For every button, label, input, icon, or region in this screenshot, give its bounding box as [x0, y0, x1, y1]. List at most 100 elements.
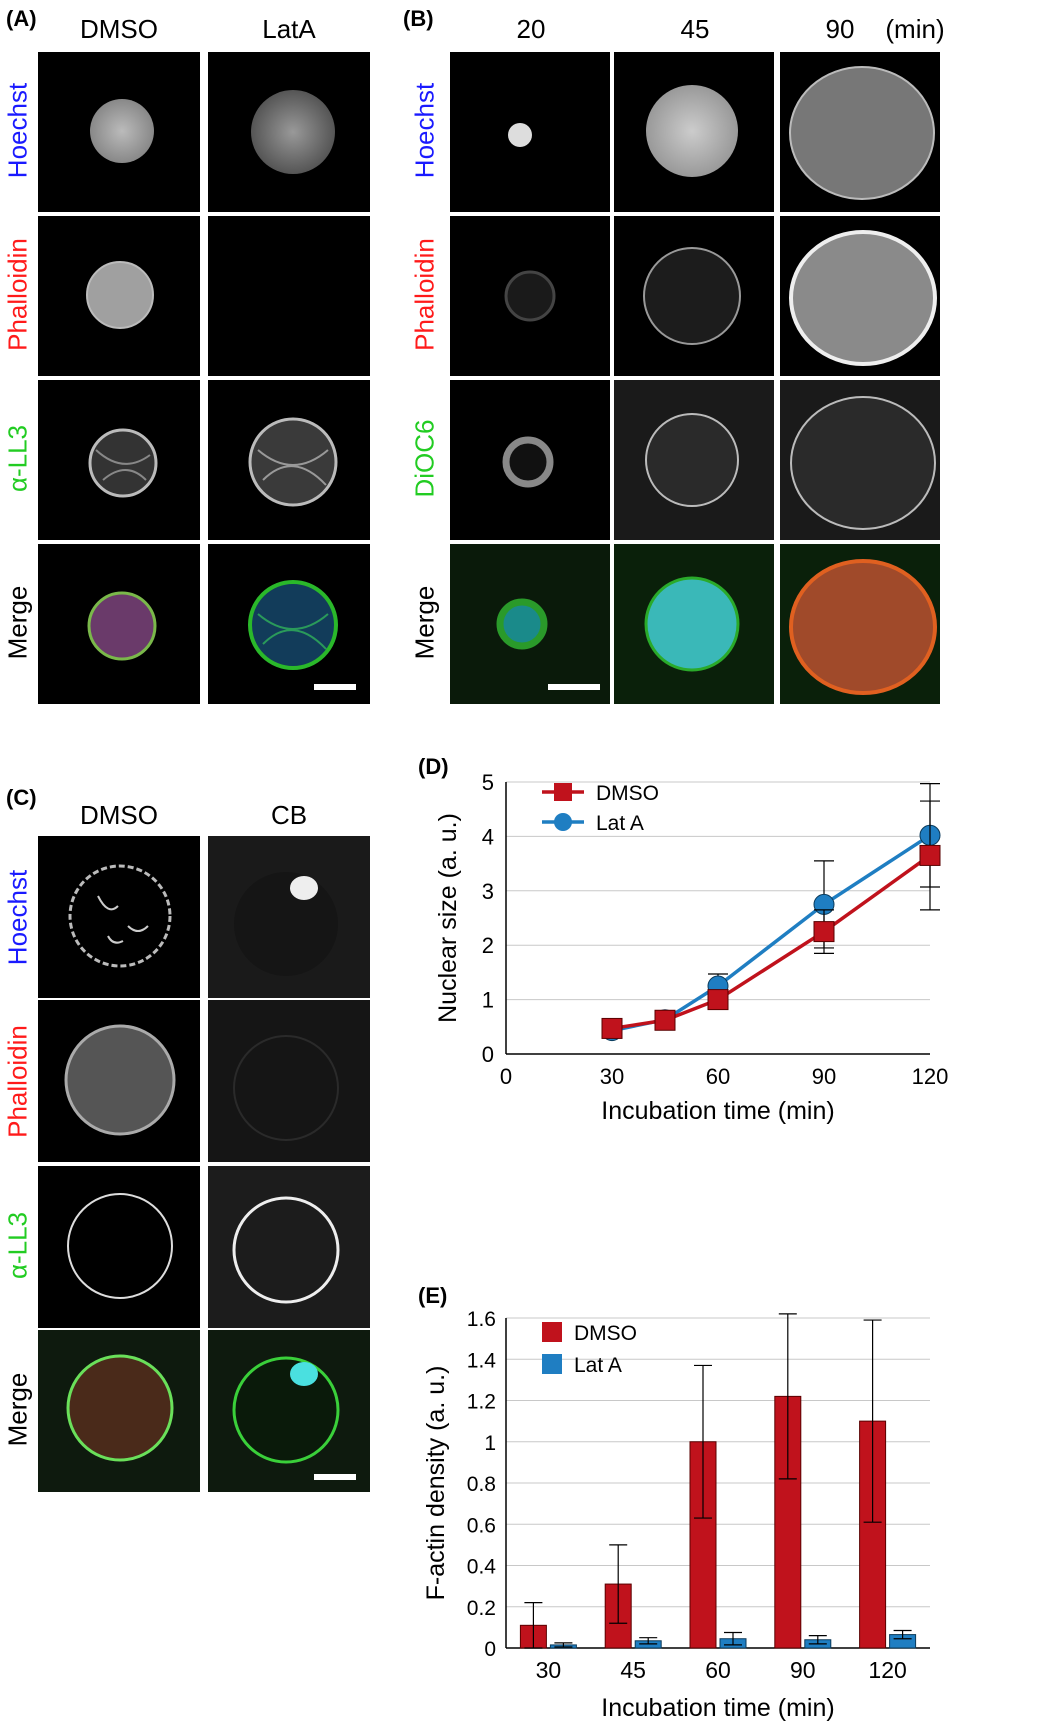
panel-a-row-ll3: α-LL3: [2, 424, 33, 493]
micrograph-a-dmso-merge: [38, 544, 200, 704]
x-tick-label: 45: [620, 1657, 646, 1683]
panel-b-col-90: 90: [825, 14, 855, 44]
micrograph-c-cb-hoechst: [208, 836, 370, 998]
legend-label: DMSO: [574, 1322, 637, 1345]
panel-c-row-hoechst: Hoechst: [2, 869, 33, 966]
micrograph-b-20-phalloidin: [450, 216, 610, 376]
x-tick-label: 120: [868, 1657, 906, 1683]
panel-a-label: (A): [6, 6, 37, 31]
x-tick-label: 0: [500, 1064, 512, 1089]
panel-a-row-hoechst: Hoechst: [2, 82, 33, 179]
y-tick-label: 0.4: [467, 1556, 497, 1579]
micrograph-c-cb-ll3: [208, 1166, 370, 1328]
y-tick-label: 4: [482, 824, 494, 849]
scale-bar: [314, 1474, 356, 1480]
y-tick-label: 0: [484, 1638, 496, 1661]
data-point: [919, 844, 941, 866]
y-tick-label: 1.4: [467, 1349, 497, 1372]
y-tick-label: 1.2: [467, 1391, 496, 1414]
x-tick-label: 60: [706, 1064, 730, 1089]
y-tick-label: 0.2: [467, 1597, 496, 1620]
x-tick-label: 90: [790, 1657, 816, 1683]
y-axis-title: Nuclear size (a. u.): [434, 813, 462, 1023]
panel-b-label: (B): [403, 6, 434, 31]
y-tick-label: 0.6: [467, 1514, 496, 1537]
micrograph-b-45-merge: [614, 544, 774, 704]
micrograph-b-90-hoechst: [780, 52, 940, 212]
micrograph-b-90-dioc6: [780, 380, 940, 540]
x-tick-label: 120: [912, 1064, 949, 1089]
panel-d-label: (D): [418, 754, 449, 779]
micrograph-b-90-merge: [780, 544, 940, 704]
micrograph-c-dmso-hoechst: [38, 836, 200, 998]
bar-dmso: [689, 1441, 717, 1649]
panel-c-row-merge: Merge: [2, 1372, 33, 1447]
y-tick-label: 1.6: [467, 1308, 496, 1331]
micrograph-b-20-hoechst: [450, 52, 610, 212]
panel-b-row-hoechst: Hoechst: [409, 82, 440, 179]
data-point: [601, 1017, 623, 1039]
x-tick-label: 60: [705, 1657, 731, 1683]
x-tick-label: 90: [812, 1064, 836, 1089]
nuclear-size-line-chart: 0 1 2 3 4 5 0 30 60 90 120 Incubation time (min) Nuc…: [434, 770, 949, 1125]
panel-c-col-dmso: DMSO: [80, 800, 158, 830]
micrograph-a-dmso-phalloidin: [38, 216, 200, 376]
y-tick-label: 0: [482, 1042, 494, 1067]
legend-marker: [554, 783, 572, 801]
micrograph-c-dmso-ll3: [38, 1166, 200, 1328]
panel-a-row-merge: Merge: [2, 585, 33, 660]
micrograph-b-90-phalloidin: [780, 216, 940, 376]
x-axis-title: Incubation time (min): [601, 1694, 834, 1722]
y-tick-label: 2: [482, 933, 494, 958]
micrograph-b-20-merge: [450, 544, 610, 704]
legend-marker: [542, 1354, 562, 1374]
legend-label: Lat A: [596, 812, 644, 835]
micrograph-a-dmso-hoechst: [38, 52, 200, 212]
y-axis-title: F-actin density (a. u.): [422, 1366, 450, 1601]
panel-c-row-phalloidin: Phalloidin: [2, 1025, 33, 1138]
panel-c-col-cb: CB: [270, 800, 308, 830]
micrograph-c-cb-phalloidin: [208, 1000, 370, 1162]
panel-b-unit: (min): [885, 14, 945, 44]
panel-b-row-phalloidin: Phalloidin: [409, 238, 440, 351]
y-tick-label: 0.8: [467, 1473, 496, 1496]
panel-a-col-dmso: DMSO: [80, 14, 158, 44]
panel-c-row-ll3: α-LL3: [2, 1211, 33, 1280]
panel-e-label: (E): [418, 1283, 448, 1308]
panel-b-col-45: 45: [680, 14, 710, 44]
micrograph-c-cb-merge: [208, 1330, 370, 1492]
y-tick-label: 1: [484, 1432, 496, 1455]
data-point: [707, 989, 729, 1011]
micrograph-b-45-phalloidin: [614, 216, 774, 376]
micrograph-c-dmso-phalloidin: [38, 1000, 200, 1162]
panel-c-label: (C): [6, 785, 37, 810]
x-tick-label: 30: [536, 1657, 562, 1683]
micrograph-c-dmso-merge: [38, 1330, 200, 1492]
legend-label: Lat A: [574, 1354, 622, 1377]
micrograph-b-20-dioc6: [450, 380, 610, 540]
micrograph-b-45-hoechst: [614, 52, 774, 212]
panel-a-row-phalloidin: Phalloidin: [2, 238, 33, 351]
y-tick-label: 3: [482, 879, 494, 904]
y-tick-label: 1: [482, 988, 494, 1013]
panel-a-col-lata: LatA: [262, 14, 316, 44]
micrograph-a-lata-hoechst: [208, 52, 370, 212]
micrograph-a-lata-merge: [208, 544, 370, 704]
data-point: [654, 1009, 676, 1031]
x-axis-title: Incubation time (min): [601, 1097, 834, 1125]
micrograph-a-lata-ll3: [208, 380, 370, 540]
data-point: [813, 921, 835, 943]
micrograph-a-lata-phalloidin: [208, 216, 370, 376]
micrograph-a-dmso-ll3: [38, 380, 200, 540]
panel-b-col-20: 20: [516, 14, 546, 44]
x-tick-label: 30: [600, 1064, 624, 1089]
legend-label: DMSO: [596, 782, 659, 805]
scale-bar: [548, 684, 600, 690]
factin-density-bar-chart: 0 0.2 0.4 0.6 0.8 1 1.2 1.4 1.6 30 45 60 90 120 Incuba…: [422, 1308, 930, 1722]
series-line-dmso: [611, 854, 932, 1031]
legend-marker: [542, 1322, 562, 1342]
y-tick-label: 5: [482, 770, 494, 795]
series-line-lat-a: [611, 833, 931, 1033]
panel-b-row-dioc6: DiOC6: [409, 419, 440, 498]
micrograph-b-45-dioc6: [614, 380, 774, 540]
